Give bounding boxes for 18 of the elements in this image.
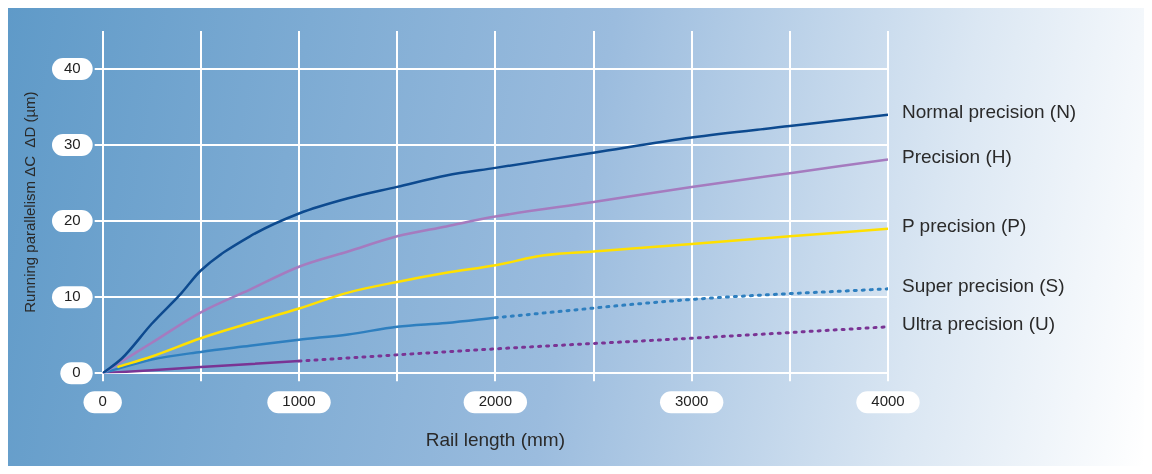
x-tick-label: 1000 (282, 392, 316, 410)
y-tick-label: 40 (64, 59, 81, 77)
y-tick-label: 10 (64, 287, 81, 305)
y-tick-label: 0 (72, 363, 81, 381)
x-axis-title: Rail length (mm) (425, 428, 566, 450)
series-label: Normal precision (N) (902, 100, 1077, 122)
line-series (116, 227, 888, 369)
x-tick-label: 4000 (871, 392, 905, 410)
x-tick-label: 0 (98, 392, 107, 410)
x-tick-label: 3000 (674, 392, 709, 410)
y-tick-label: 30 (64, 135, 81, 153)
y-axis-title: Running parallelism ΔC ΔD (µm) (21, 91, 39, 313)
series-label: P precision (P) (902, 214, 1027, 236)
series-label: Ultra precision (U) (902, 313, 1056, 335)
y-tick-label: 20 (64, 211, 81, 229)
series-label: Super precision (S) (902, 275, 1065, 297)
series-label: Precision (H) (902, 145, 1012, 167)
x-tick-label: 2000 (478, 392, 513, 410)
